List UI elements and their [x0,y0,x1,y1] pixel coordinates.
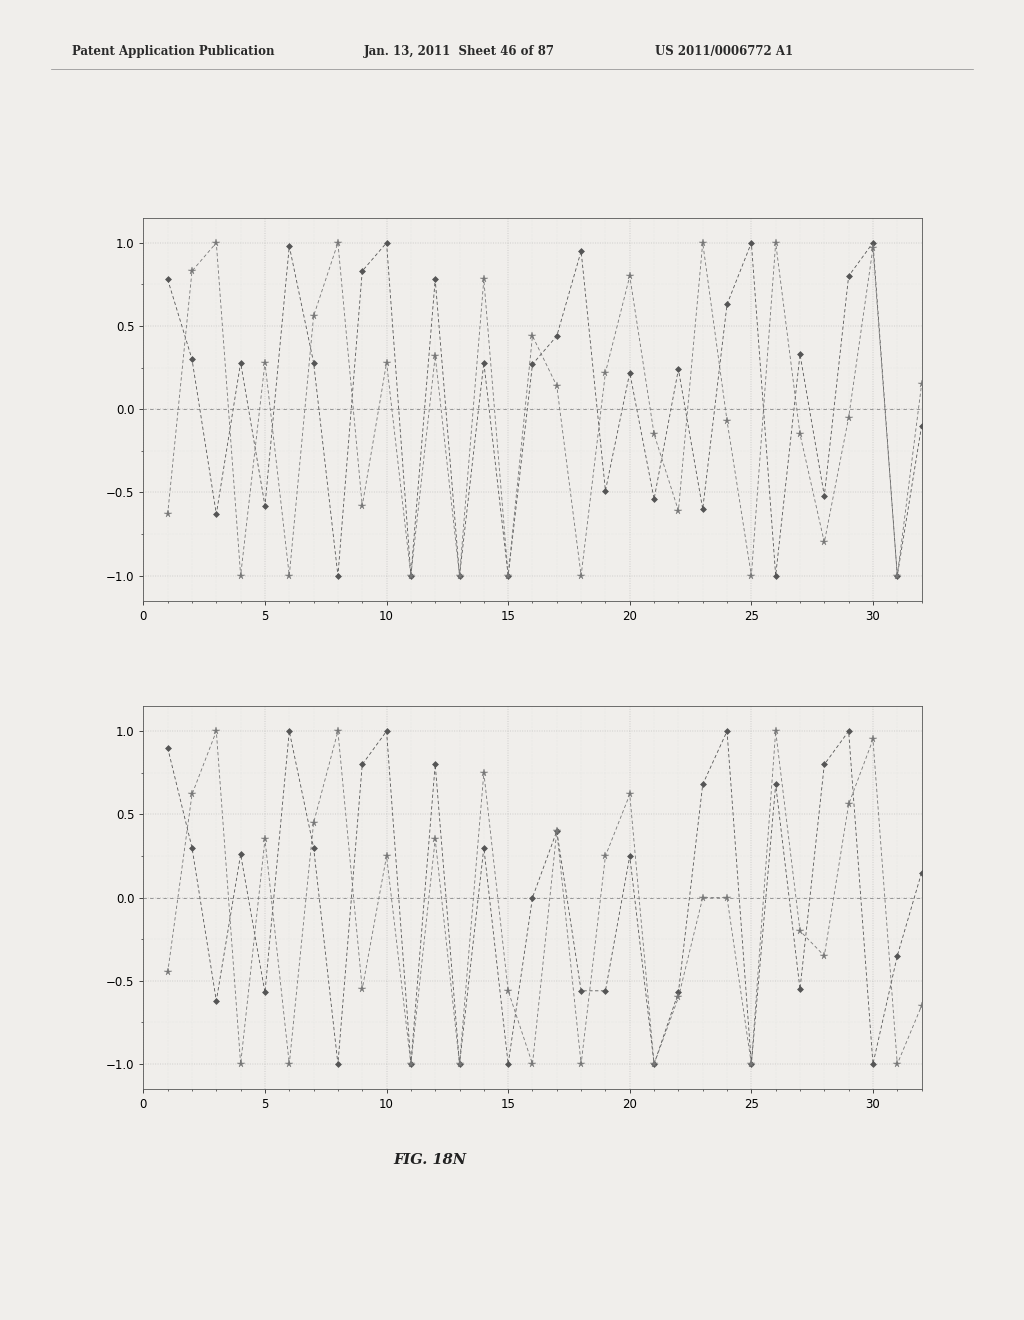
Text: US 2011/0006772 A1: US 2011/0006772 A1 [655,45,794,58]
Text: Jan. 13, 2011  Sheet 46 of 87: Jan. 13, 2011 Sheet 46 of 87 [364,45,555,58]
Text: Patent Application Publication: Patent Application Publication [72,45,274,58]
Text: FIG. 18N: FIG. 18N [393,1154,467,1167]
